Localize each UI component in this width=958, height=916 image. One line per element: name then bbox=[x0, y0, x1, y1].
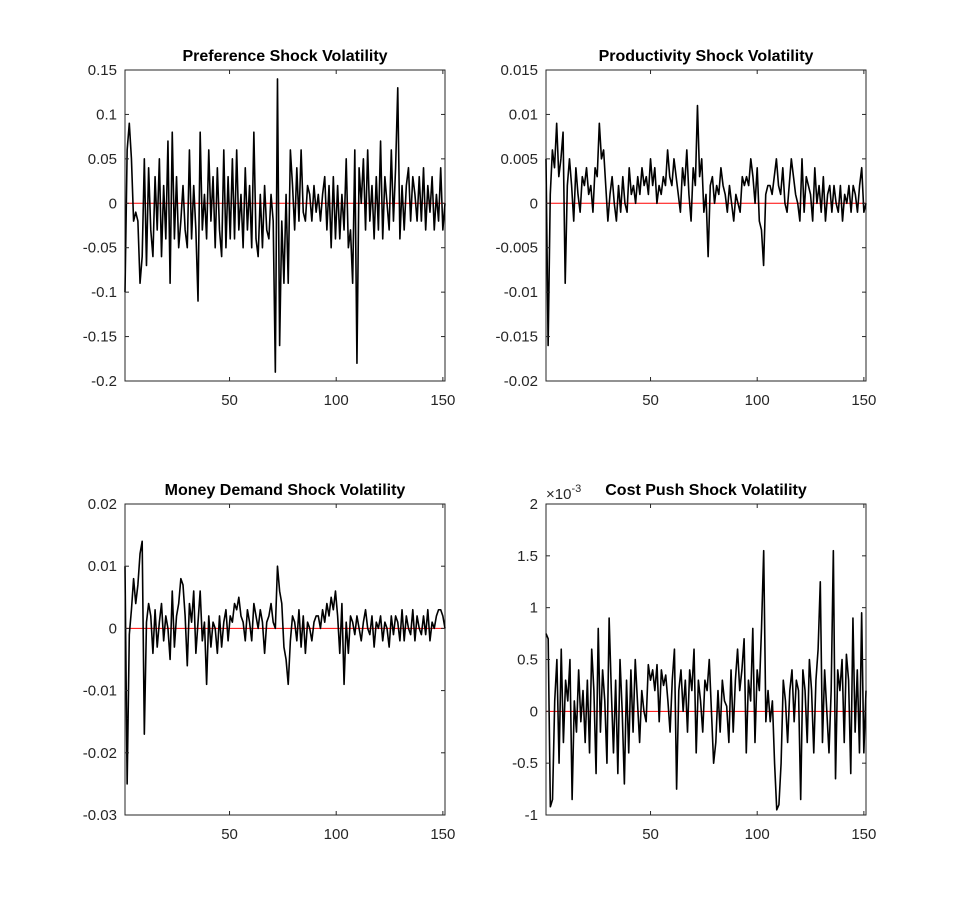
y-tick-label: -1 bbox=[525, 807, 538, 824]
y-tick-label: -0.02 bbox=[504, 373, 538, 390]
y-tick-label: 0.5 bbox=[517, 652, 538, 669]
y-tick-label: 0 bbox=[530, 195, 538, 212]
y-tick-label: 0 bbox=[109, 620, 117, 637]
plot-area bbox=[124, 503, 446, 816]
y-tick-label: -0.03 bbox=[83, 807, 117, 824]
x-tick-label: 150 bbox=[851, 392, 876, 409]
series-line bbox=[545, 104, 867, 347]
x-tick-label: 50 bbox=[642, 826, 659, 843]
x-tick-label: 100 bbox=[745, 826, 770, 843]
y-tick-label: 0.02 bbox=[88, 496, 117, 513]
subplot-preference-shock: Preference Shock Volatility -0.2 -0.15 -0.… bbox=[83, 48, 456, 409]
y-tick-label: 0.015 bbox=[500, 62, 538, 79]
chart-title: Productivity Shock Volatility bbox=[599, 48, 814, 65]
plot-area bbox=[545, 69, 867, 382]
subplot-productivity-shock: Productivity Shock Volatility -0.02 -0.01… bbox=[495, 48, 876, 409]
x-tick-label: 150 bbox=[430, 392, 455, 409]
y-tick-label: -0.05 bbox=[83, 240, 117, 257]
y-tick-label: -0.01 bbox=[504, 284, 538, 301]
y-axis-exponent: ×10-3 bbox=[546, 483, 581, 503]
y-tick-label: -0.005 bbox=[495, 240, 538, 257]
y-tick-label: 0 bbox=[530, 703, 538, 720]
y-tick-label: -0.02 bbox=[83, 745, 117, 762]
series-line bbox=[124, 540, 446, 785]
chart-title: Cost Push Shock Volatility bbox=[605, 482, 807, 499]
chart-title: Money Demand Shock Volatility bbox=[165, 482, 406, 499]
y-tick-label: -0.5 bbox=[512, 755, 538, 772]
y-tick-label: -0.1 bbox=[91, 284, 117, 301]
y-tick-label: 0.05 bbox=[88, 151, 117, 168]
y-tick-label: 1.5 bbox=[517, 548, 538, 565]
x-tick-label: 100 bbox=[745, 392, 770, 409]
y-tick-label: 0.005 bbox=[500, 151, 538, 168]
chart-title: Preference Shock Volatility bbox=[182, 48, 387, 65]
y-tick-label: -0.2 bbox=[91, 373, 117, 390]
x-tick-label: 50 bbox=[642, 392, 659, 409]
x-tick-label: 50 bbox=[221, 826, 238, 843]
subplot-cost-push-shock: Cost Push Shock Volatility ×10-3 -1 -0.5 0… bbox=[512, 482, 876, 843]
y-tick-label: 0.15 bbox=[88, 62, 117, 79]
x-tick-label: 150 bbox=[851, 826, 876, 843]
x-tick-label: 50 bbox=[221, 392, 238, 409]
x-tick-label: 100 bbox=[324, 392, 349, 409]
series-line bbox=[545, 549, 867, 811]
series-line bbox=[124, 78, 446, 373]
x-tick-label: 150 bbox=[430, 826, 455, 843]
y-tick-label: -0.015 bbox=[495, 329, 538, 346]
y-tick-label: 2 bbox=[530, 496, 538, 513]
y-tick-label: 0.1 bbox=[96, 106, 117, 123]
y-tick-label: -0.01 bbox=[83, 683, 117, 700]
y-tick-label: 0.01 bbox=[88, 558, 117, 575]
y-tick-label: 0 bbox=[109, 195, 117, 212]
y-tick-label: 1 bbox=[530, 600, 538, 617]
x-tick-label: 100 bbox=[324, 826, 349, 843]
y-tick-label: 0.01 bbox=[509, 106, 538, 123]
y-tick-label: -0.15 bbox=[83, 329, 117, 346]
subplot-money-demand-shock: Money Demand Shock Volatility -0.03 -0.02… bbox=[83, 482, 456, 843]
